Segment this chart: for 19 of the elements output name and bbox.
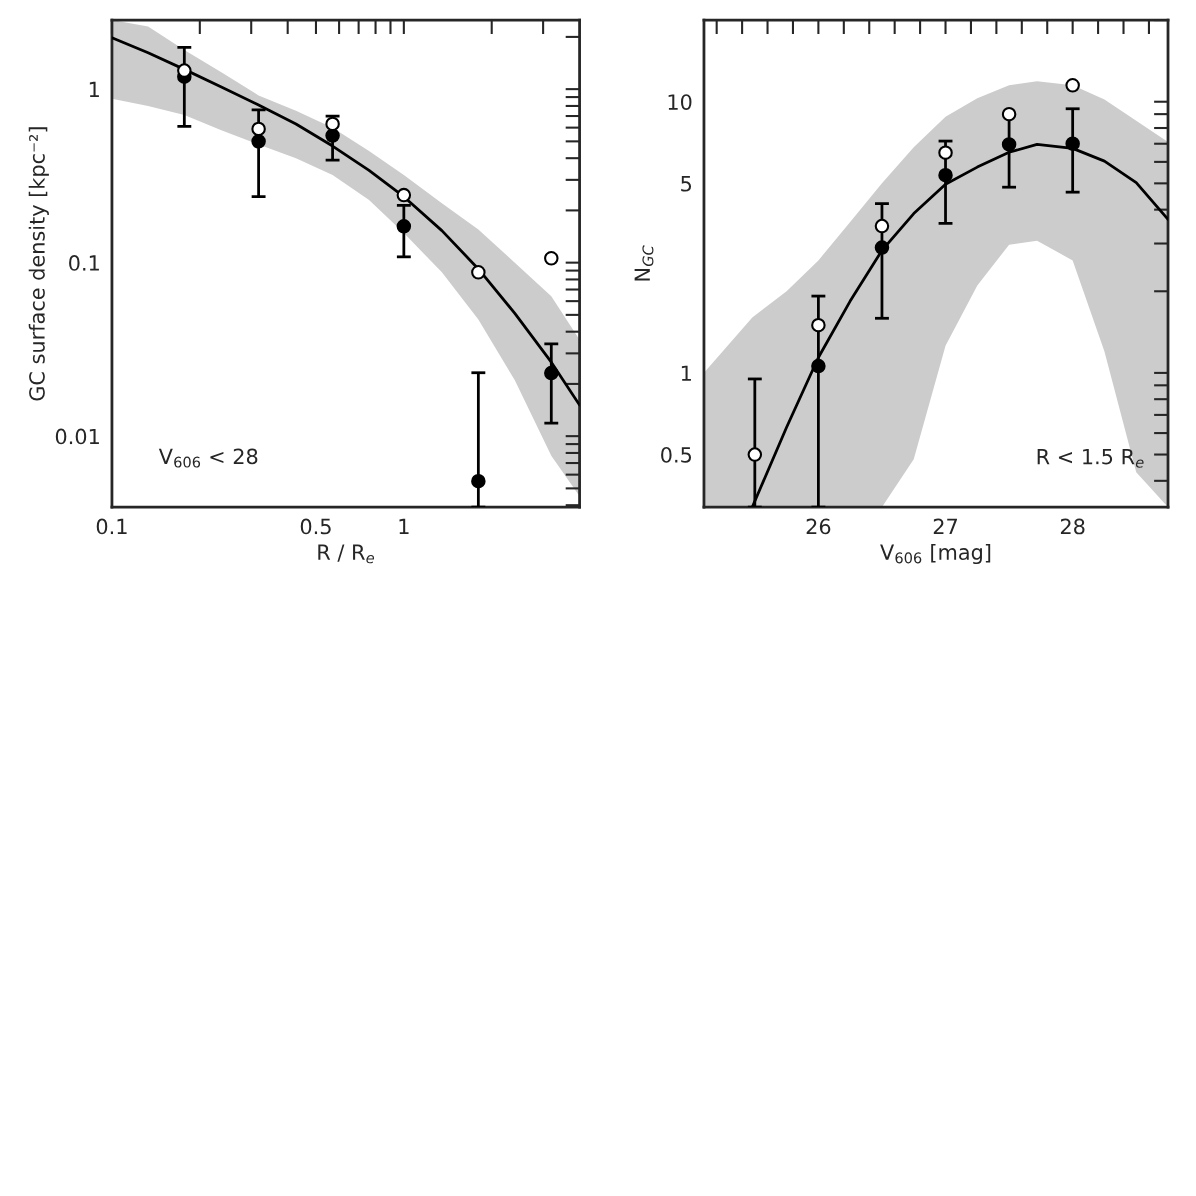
x-axis-title: V$_{606}$ [mag] bbox=[880, 543, 991, 565]
y-tick-label: 1 bbox=[89, 81, 99, 98]
y-tick-label: 0.1 bbox=[69, 255, 99, 271]
x-axis-title: R / R$_{e}$ bbox=[318, 544, 375, 564]
y-axis-title: N$_{GC}$ bbox=[634, 245, 654, 281]
x-tick-label: 0.5 bbox=[300, 518, 331, 535]
x-tick-label: 0.1 bbox=[96, 518, 127, 535]
x-tick-label: 28 bbox=[1060, 518, 1085, 535]
y-tick-label: 0.01 bbox=[55, 428, 99, 445]
x-tick-label: 27 bbox=[933, 518, 957, 535]
x-tick-label: 26 bbox=[806, 518, 831, 535]
y-tick-label: 10 bbox=[668, 94, 692, 110]
annotation: R < 1.5 R$_{e}$ bbox=[1037, 448, 1144, 468]
y-tick-label: 5 bbox=[681, 176, 692, 192]
annotation: V$_{606}$ < 28 bbox=[158, 448, 258, 468]
x-tick-label: 1 bbox=[399, 518, 409, 535]
y-axis-title: GC surface density [kpc⁻²] bbox=[28, 127, 49, 401]
y-tick-label: 0.5 bbox=[661, 447, 692, 463]
y-tick-label: 1 bbox=[681, 365, 691, 381]
